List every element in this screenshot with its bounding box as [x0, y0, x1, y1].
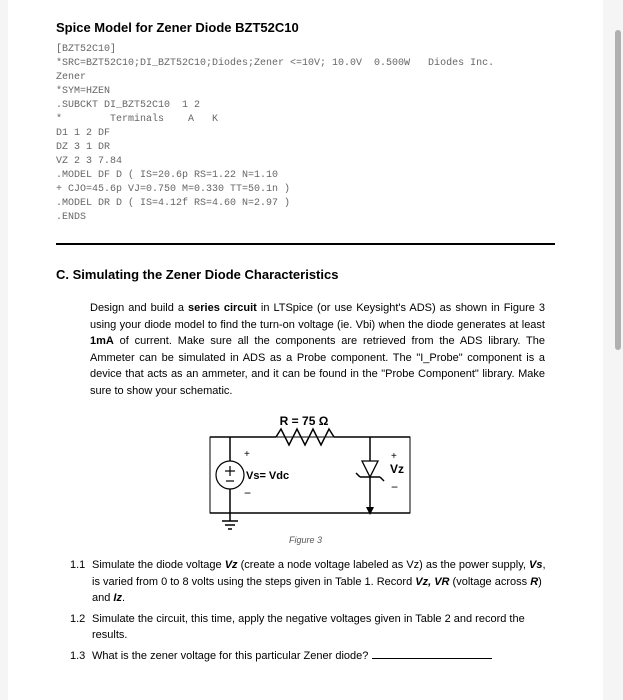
- resistor-label: R = 75 Ω: [279, 414, 328, 428]
- item-body: Simulate the diode voltage Vz (create a …: [92, 557, 555, 607]
- text: Design and build a: [90, 302, 188, 314]
- minus-symbol: −: [244, 486, 251, 500]
- instruction-paragraph: Design and build a series circuit in LTS…: [90, 300, 545, 399]
- list-item: 1.2 Simulate the circuit, this time, app…: [70, 611, 555, 644]
- item-number: 1.2: [70, 611, 92, 644]
- figure-caption: Figure 3: [56, 535, 555, 545]
- plus-symbol: +: [391, 451, 397, 462]
- list-item: 1.3 What is the zener voltage for this p…: [70, 648, 555, 665]
- spice-code-block: [BZT52C10] *SRC=BZT52C10;DI_BZT52C10;Dio…: [56, 43, 555, 225]
- item-number: 1.1: [70, 557, 92, 607]
- task-list: 1.1 Simulate the diode voltage Vz (creat…: [70, 557, 555, 664]
- list-item: 1.1 Simulate the diode voltage Vz (creat…: [70, 557, 555, 607]
- vs-label: Vs= Vdc: [246, 470, 289, 482]
- item-body: Simulate the circuit, this time, apply t…: [92, 611, 555, 644]
- minus-symbol: −: [391, 480, 398, 494]
- document-page: Spice Model for Zener Diode BZT52C10 [BZ…: [8, 0, 603, 700]
- page-title: Spice Model for Zener Diode BZT52C10: [56, 20, 555, 35]
- item-body: What is the zener voltage for this parti…: [92, 648, 555, 665]
- scrollbar-thumb[interactable]: [615, 30, 621, 350]
- circuit-figure: R = 75 Ω + − Vs= Vdc: [56, 411, 555, 531]
- circuit-svg: R = 75 Ω + − Vs= Vdc: [186, 411, 426, 531]
- section-divider: [56, 243, 555, 245]
- bold-text: series circuit: [188, 302, 257, 314]
- answer-blank: [372, 658, 492, 659]
- text: of current. Make sure all the components…: [90, 335, 545, 397]
- section-heading: C. Simulating the Zener Diode Characteri…: [56, 267, 555, 282]
- vz-label: Vz: [390, 462, 404, 476]
- bold-text: 1mA: [90, 335, 114, 347]
- plus-symbol: +: [244, 449, 250, 460]
- item-number: 1.3: [70, 648, 92, 665]
